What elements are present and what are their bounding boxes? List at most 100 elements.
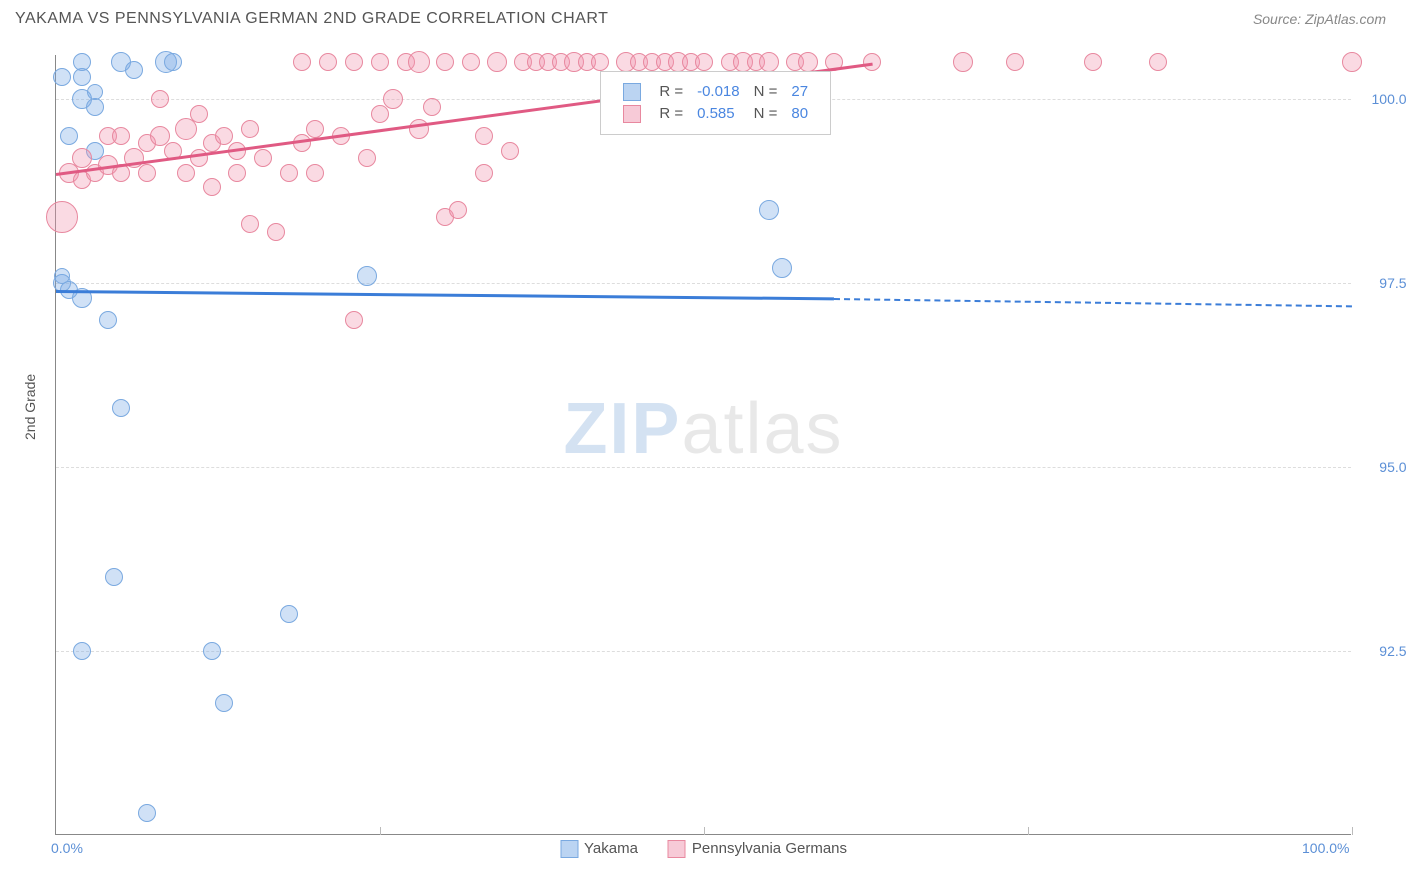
x-tick-mark	[1352, 827, 1353, 835]
data-point	[280, 605, 298, 623]
y-axis-label: 2nd Grade	[22, 374, 38, 440]
data-point	[203, 178, 221, 196]
legend-n-label: N =	[748, 82, 784, 102]
watermark: ZIPatlas	[563, 388, 843, 470]
y-tick-label: 95.0%	[1359, 459, 1406, 475]
data-point	[87, 84, 103, 100]
y-tick-label: 97.5%	[1359, 275, 1406, 291]
data-point	[54, 268, 70, 284]
legend-swatch	[560, 840, 578, 858]
data-point	[46, 201, 78, 233]
data-point	[177, 164, 195, 182]
legend-r-value: -0.018	[691, 82, 746, 102]
data-point	[423, 98, 441, 116]
data-point	[151, 90, 169, 108]
data-point	[1342, 52, 1362, 72]
legend-swatch	[668, 840, 686, 858]
legend-r-label: R =	[653, 82, 689, 102]
data-point	[138, 804, 156, 822]
data-point	[228, 164, 246, 182]
data-point	[759, 52, 779, 72]
data-point	[371, 53, 389, 71]
data-point	[449, 201, 467, 219]
stats-legend: R =-0.018N =27R =0.585N =80	[600, 71, 831, 135]
data-point	[99, 311, 117, 329]
data-point	[203, 642, 221, 660]
data-point	[267, 223, 285, 241]
x-tick-label: 0.0%	[51, 840, 83, 856]
data-point	[475, 164, 493, 182]
data-point	[487, 52, 507, 72]
data-point	[371, 105, 389, 123]
data-point	[73, 53, 91, 71]
data-point	[772, 258, 792, 278]
data-point	[953, 52, 973, 72]
data-point	[190, 105, 208, 123]
series-legend: Yakama Pennsylvania Germans	[560, 840, 847, 858]
data-point	[164, 53, 182, 71]
data-point	[306, 164, 324, 182]
legend-n-value: 27	[785, 82, 814, 102]
x-tick-mark	[1028, 827, 1029, 835]
legend-r-value: 0.585	[691, 104, 746, 124]
data-point	[138, 164, 156, 182]
data-point	[695, 53, 713, 71]
data-point	[345, 311, 363, 329]
data-point	[241, 120, 259, 138]
x-tick-mark	[704, 827, 705, 835]
data-point	[475, 127, 493, 145]
data-point	[357, 266, 377, 286]
data-point	[436, 53, 454, 71]
chart-header: YAKAMA VS PENNSYLVANIA GERMAN 2ND GRADE …	[0, 0, 1406, 38]
y-tick-label: 100.0%	[1359, 91, 1406, 107]
data-point	[280, 164, 298, 182]
data-point	[53, 68, 71, 86]
data-point	[345, 53, 363, 71]
legend-item: Yakama	[560, 840, 638, 858]
data-point	[293, 53, 311, 71]
legend-swatch	[623, 105, 641, 123]
data-point	[215, 694, 233, 712]
data-point	[215, 127, 233, 145]
data-point	[501, 142, 519, 160]
data-point	[112, 399, 130, 417]
data-point	[1084, 53, 1102, 71]
data-point	[408, 51, 430, 73]
y-tick-label: 92.5%	[1359, 643, 1406, 659]
x-tick-mark	[380, 827, 381, 835]
legend-label: Pennsylvania Germans	[692, 840, 847, 857]
legend-label: Yakama	[584, 840, 638, 857]
data-point	[462, 53, 480, 71]
gridline-h	[56, 651, 1351, 652]
data-point	[60, 127, 78, 145]
trend-line	[56, 290, 834, 300]
data-point	[759, 200, 779, 220]
data-point	[1149, 53, 1167, 71]
gridline-h	[56, 283, 1351, 284]
chart-title: YAKAMA VS PENNSYLVANIA GERMAN 2ND GRADE …	[15, 10, 608, 28]
data-point	[86, 98, 104, 116]
data-point	[73, 642, 91, 660]
data-point	[319, 53, 337, 71]
legend-n-value: 80	[785, 104, 814, 124]
data-point	[105, 568, 123, 586]
scatter-plot-area: ZIPatlas 92.5%95.0%97.5%100.0%0.0%100.0%…	[55, 55, 1351, 835]
legend-n-label: N =	[748, 104, 784, 124]
legend-swatch	[623, 83, 641, 101]
data-point	[125, 61, 143, 79]
data-point	[254, 149, 272, 167]
data-point	[190, 149, 208, 167]
legend-item: Pennsylvania Germans	[668, 840, 847, 858]
data-point	[383, 89, 403, 109]
data-point	[306, 120, 324, 138]
trend-line	[834, 298, 1352, 307]
data-point	[112, 127, 130, 145]
x-tick-label: 100.0%	[1302, 840, 1349, 856]
gridline-h	[56, 467, 1351, 468]
data-point	[1006, 53, 1024, 71]
data-point	[358, 149, 376, 167]
data-point	[409, 119, 429, 139]
data-point	[591, 53, 609, 71]
chart-source: Source: ZipAtlas.com	[1253, 11, 1386, 27]
data-point	[241, 215, 259, 233]
